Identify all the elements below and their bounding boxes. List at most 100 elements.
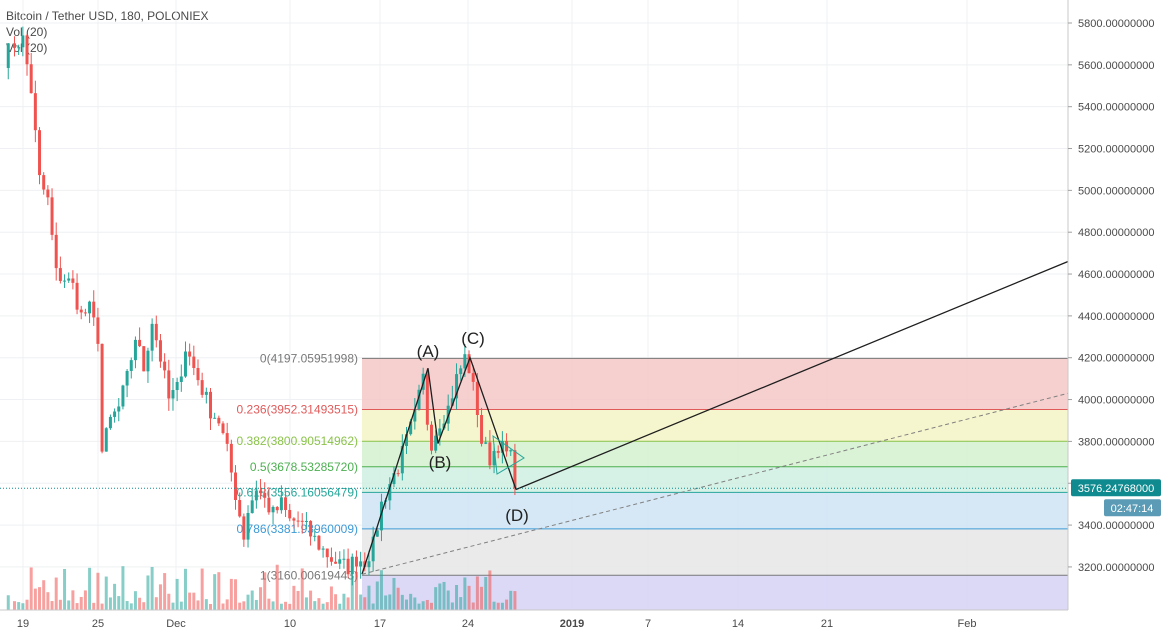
candle-body — [484, 442, 488, 444]
candle-body — [183, 351, 187, 377]
candle-body — [417, 389, 421, 410]
volume-bar — [250, 590, 254, 610]
volume-bar — [150, 566, 154, 610]
volume-bar — [342, 593, 346, 610]
candle-body — [259, 490, 263, 494]
volume-bar — [129, 603, 133, 610]
candle-body — [217, 417, 221, 424]
candle-body — [392, 473, 396, 485]
time-tick-label: Feb — [958, 618, 977, 630]
volume-bar — [384, 595, 388, 610]
candle-body — [50, 197, 54, 235]
candle-body — [367, 561, 371, 568]
candle-body — [79, 309, 83, 313]
volume-bar — [171, 602, 175, 610]
volume-bar — [21, 603, 25, 610]
candle-body — [104, 428, 108, 452]
time-tick-label: 10 — [284, 618, 296, 630]
dashed-trendline — [361, 392, 1069, 575]
candle-body — [167, 370, 171, 399]
volume-bar — [75, 603, 79, 610]
fib-zone — [362, 528, 1068, 576]
volume-bar — [363, 597, 367, 610]
volume-bar — [254, 599, 258, 610]
candle-body — [325, 548, 329, 558]
volume-bar — [188, 592, 192, 610]
volume-bar — [142, 602, 146, 610]
volume-bar — [309, 590, 313, 610]
volume-bar — [354, 572, 358, 610]
volume-bar — [371, 603, 375, 610]
candle-body — [430, 424, 434, 451]
volume-bar — [500, 602, 504, 610]
volume-bar — [267, 598, 271, 610]
volume-histogram — [6, 564, 517, 610]
volume-bar — [29, 567, 33, 610]
candle-body — [496, 451, 500, 453]
price-tick-label: 5000.00000000 — [1078, 185, 1154, 197]
volume-bar — [209, 603, 212, 610]
volume-bar — [417, 603, 421, 610]
last-price-badge — [1071, 479, 1161, 497]
candle-body — [334, 561, 338, 564]
volume-bar — [133, 591, 137, 610]
candle-body — [154, 323, 158, 341]
time-tick-label: 14 — [732, 618, 744, 630]
candle-body — [309, 520, 313, 537]
drawing-tools: (A) (B) (C) (D) — [0, 260, 1069, 575]
candle-body — [21, 35, 25, 48]
volume-bar — [459, 597, 463, 610]
volume-bar — [492, 601, 496, 610]
candle-body — [71, 278, 75, 283]
volume-bar — [350, 575, 354, 610]
volume-bar — [375, 581, 379, 610]
candle-body — [29, 64, 33, 94]
volume-bar — [113, 583, 117, 610]
fib-level-label: 0.618(3556.16056479) — [237, 485, 358, 499]
candle-body — [158, 340, 162, 362]
price-tick-label: 3200.00000000 — [1078, 562, 1154, 574]
candle-body — [163, 361, 167, 371]
volume-bar — [229, 578, 233, 610]
candle-body — [221, 423, 225, 434]
time-tick-label: 21 — [821, 618, 833, 630]
volume-bar — [300, 568, 304, 610]
candle-body — [438, 428, 442, 436]
candle-body — [229, 443, 233, 473]
candle-body — [396, 473, 400, 475]
volume-bar — [13, 601, 17, 610]
volume-bar — [183, 568, 187, 610]
volume-bar — [475, 576, 479, 610]
candle-body — [42, 175, 46, 190]
volume-bar — [409, 593, 413, 610]
candle-body — [267, 497, 271, 513]
volume-bar — [279, 603, 283, 610]
candle-body — [409, 421, 413, 435]
volume-bar — [54, 577, 58, 610]
volume-bar — [425, 599, 429, 610]
volume-bar — [505, 599, 509, 610]
candle-body — [329, 557, 333, 562]
candle-body — [342, 558, 346, 560]
candle-body — [459, 368, 463, 375]
volume-bar — [288, 603, 292, 610]
volume-bar — [204, 599, 208, 610]
volume-bar — [292, 585, 296, 610]
candle-body — [138, 339, 142, 347]
volume-bar — [175, 578, 179, 610]
volume-bar — [79, 596, 83, 610]
volume-bar — [509, 590, 513, 610]
fib-zone — [362, 575, 1068, 610]
candle-body — [263, 493, 267, 498]
volume-bar — [413, 597, 417, 610]
volume-bar — [50, 601, 54, 610]
fibonacci-retracement: 0(4197.05951998) 0.236(3952.31493515) 0.38… — [237, 351, 1068, 610]
volume-bar — [167, 593, 171, 610]
candle-body — [129, 360, 133, 371]
volume-bar — [400, 594, 404, 610]
price-tick-label: 4400.00000000 — [1078, 311, 1154, 323]
volume-bar — [404, 599, 408, 610]
candle-body — [225, 433, 229, 444]
candle-body — [113, 411, 117, 417]
